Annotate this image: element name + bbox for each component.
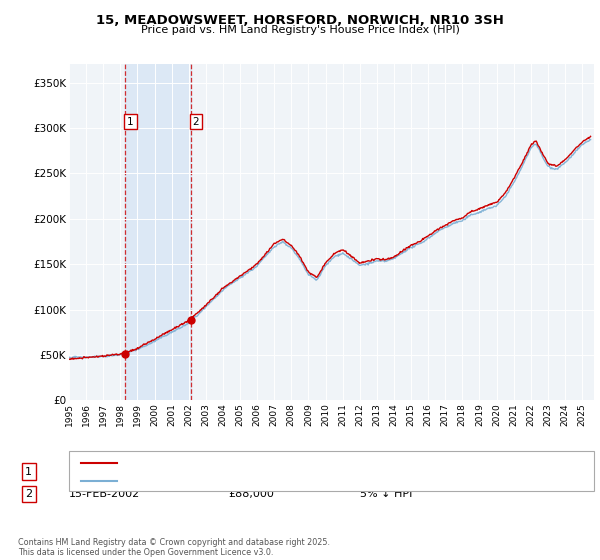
Text: 15, MEADOWSWEET, HORSFORD, NORWICH, NR10 3SH (semi-detached house): 15, MEADOWSWEET, HORSFORD, NORWICH, NR10… xyxy=(123,459,497,468)
Text: HPI: Average price, semi-detached house, Broadland: HPI: Average price, semi-detached house,… xyxy=(123,477,373,486)
Text: 16-APR-1998: 16-APR-1998 xyxy=(69,466,141,477)
Text: 2% ↓ HPI: 2% ↓ HPI xyxy=(360,466,413,477)
Text: 15-FEB-2002: 15-FEB-2002 xyxy=(69,489,140,499)
Text: 15, MEADOWSWEET, HORSFORD, NORWICH, NR10 3SH: 15, MEADOWSWEET, HORSFORD, NORWICH, NR10… xyxy=(96,14,504,27)
Text: £88,000: £88,000 xyxy=(228,489,274,499)
Text: 2: 2 xyxy=(25,489,32,499)
Text: 2: 2 xyxy=(193,116,199,127)
Text: Contains HM Land Registry data © Crown copyright and database right 2025.
This d: Contains HM Land Registry data © Crown c… xyxy=(18,538,330,557)
Text: 5% ↓ HPI: 5% ↓ HPI xyxy=(360,489,412,499)
Bar xyxy=(125,64,191,400)
Text: 1: 1 xyxy=(25,466,32,477)
Text: Price paid vs. HM Land Registry's House Price Index (HPI): Price paid vs. HM Land Registry's House … xyxy=(140,25,460,35)
Text: £51,000: £51,000 xyxy=(228,466,274,477)
Text: 1: 1 xyxy=(127,116,134,127)
